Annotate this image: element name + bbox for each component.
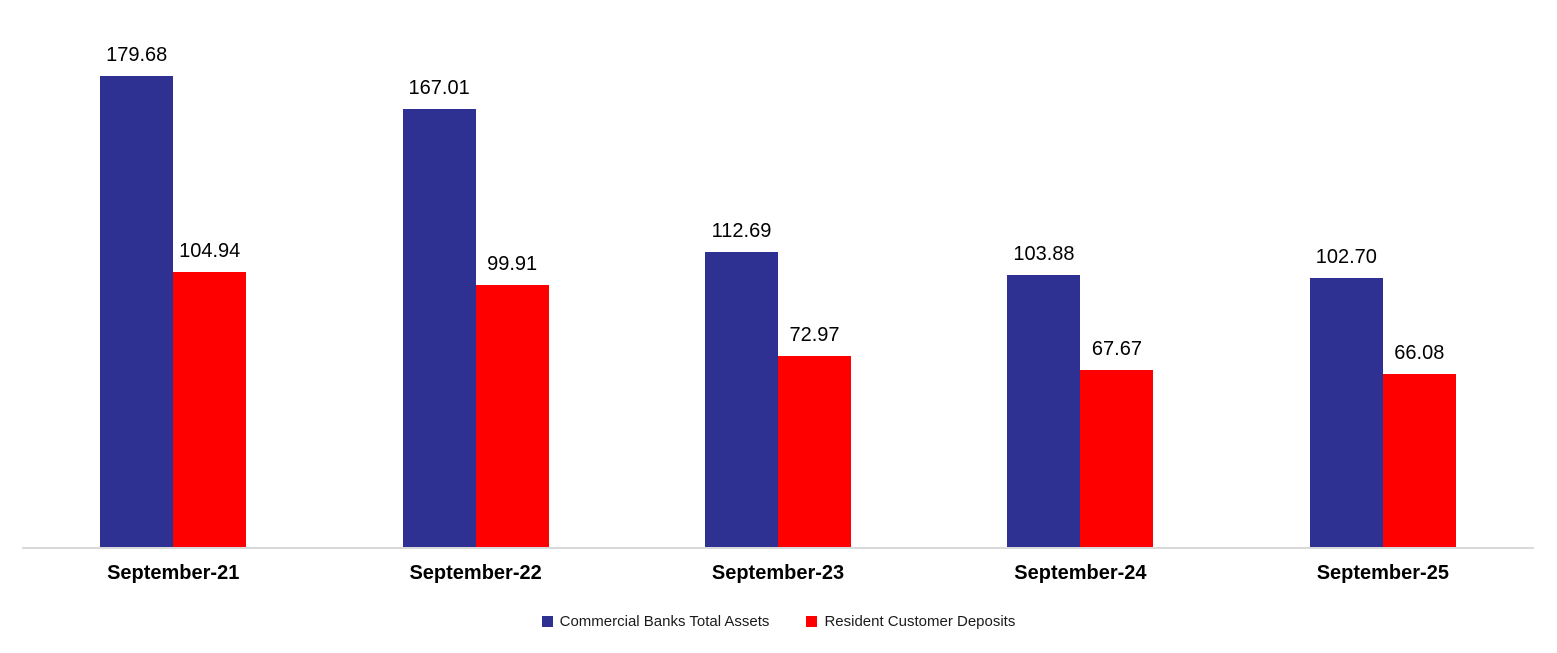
legend-item-total-assets: Commercial Banks Total Assets [541, 613, 770, 630]
bar-deposits [1080, 370, 1154, 547]
bar-value-label: 99.91 [487, 253, 538, 275]
bar-value-label: 167.01 [408, 77, 470, 99]
bar-deposits [778, 356, 852, 547]
x-axis-label: September-23 [711, 562, 845, 584]
bar-total-assets [100, 76, 174, 547]
bar-column-deposits: 72.97 [778, 324, 852, 547]
bar-value-label: 102.70 [1315, 246, 1377, 268]
bar-value-label: 103.88 [1013, 243, 1075, 265]
legend: Commercial Banks Total Assets Resident C… [0, 613, 1557, 630]
legend-label-total-assets: Commercial Banks Total Assets [559, 613, 770, 630]
bar-value-label: 72.97 [789, 324, 840, 346]
category-group: 112.69 72.97 [627, 0, 929, 547]
bar-value-label: 66.08 [1394, 342, 1445, 364]
bar-total-assets [705, 252, 779, 547]
bar-total-assets [1309, 278, 1383, 547]
category-group: 179.68 104.94 [22, 0, 324, 547]
bar-deposits [475, 285, 549, 547]
legend-label-deposits: Resident Customer Deposits [824, 613, 1016, 630]
legend-marker-deposits [806, 616, 818, 627]
bar-column-deposits: 99.91 [475, 253, 549, 547]
bar-column-total-assets: 102.70 [1309, 246, 1383, 547]
bar-column-total-assets: 103.88 [1007, 243, 1081, 547]
bar-value-label: 112.69 [711, 220, 772, 242]
bar-deposits [1382, 374, 1456, 547]
bar-value-label: 179.68 [106, 44, 168, 66]
bar-column-deposits: 67.67 [1080, 338, 1154, 547]
x-axis-label: September-25 [1316, 562, 1449, 584]
bar-value-label: 67.67 [1091, 338, 1142, 360]
bar-total-assets [1007, 275, 1081, 547]
x-axis-label: September-24 [1014, 562, 1147, 584]
x-axis-label: September-21 [107, 562, 240, 584]
bar-deposits [173, 272, 247, 547]
category-group: 102.70 66.08 [1232, 0, 1534, 547]
category-group: 167.01 99.91 [324, 0, 626, 547]
x-axis-label: September-22 [409, 562, 542, 584]
bar-total-assets [402, 109, 476, 547]
bar-column-total-assets: 179.68 [100, 44, 174, 547]
bar-column-deposits: 66.08 [1382, 342, 1456, 547]
bar-column-total-assets: 112.69 [705, 220, 779, 547]
x-axis-labels: September-21 September-22 September-23 Sept… [22, 562, 1534, 585]
legend-item-deposits: Resident Customer Deposits [806, 613, 1015, 630]
bar-column-total-assets: 167.01 [402, 77, 476, 547]
legend-marker-total-assets [541, 616, 553, 627]
plot-area: 179.68 104.94 167.01 99.91 112.69 72.97 103.88… [22, 0, 1534, 547]
bar-column-deposits: 104.94 [173, 240, 247, 547]
bar-value-label: 104.94 [179, 240, 241, 262]
category-group: 103.88 67.67 [929, 0, 1231, 547]
x-axis-line [22, 547, 1534, 549]
